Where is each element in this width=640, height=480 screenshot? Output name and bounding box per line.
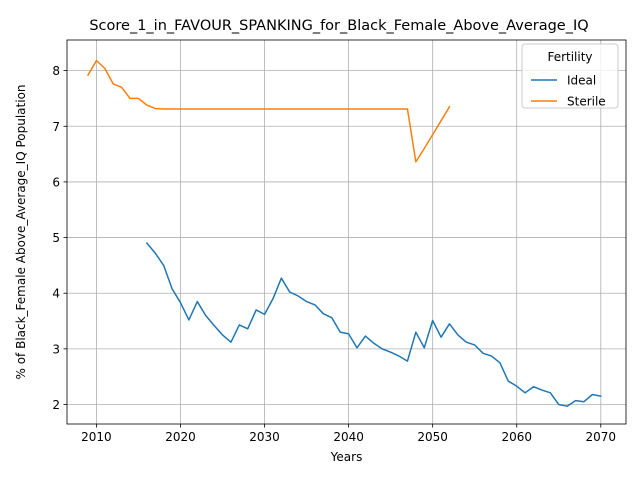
legend-label-ideal: Ideal [567,74,596,88]
legend-box [521,43,619,109]
x-tick-label: 2040 [333,430,364,444]
chart-title: Score_1_in_FAVOUR_SPANKING_for_Black_Fem… [89,18,588,34]
y-tick-label: 2 [52,398,60,412]
legend-title: Fertility [547,50,592,64]
series-lines [86,59,602,407]
x-axis-label: Years [330,450,363,464]
y-tick-label: 4 [52,287,60,301]
x-tick-label: 2020 [165,430,196,444]
legend-label-sterile: Sterile [567,95,606,109]
y-tick-label: 6 [52,175,60,189]
x-tick-label: 2050 [417,430,448,444]
x-tick-label: 2030 [249,430,280,444]
x-tick-label: 2010 [81,430,112,444]
x-tick-label: 2060 [501,430,532,444]
y-tick-label: 8 [52,64,60,78]
series-line-ideal [145,242,602,407]
y-tick-label: 5 [52,231,60,245]
axis-ticks: 2010 2020 2030 2040 2050 2060 2070 2 3 4 5 6 7 8 [52,64,616,444]
legend: Fertility Ideal Sterile [521,43,619,109]
x-tick-label: 2070 [586,430,617,444]
plot-frame [66,39,627,425]
y-tick-label: 3 [52,342,60,356]
y-tick-label: 7 [52,120,60,134]
grid [67,40,626,424]
y-axis-label: % of Black_Female Above_Average_IQ Popul… [14,84,28,379]
series-line-sterile [86,59,451,163]
